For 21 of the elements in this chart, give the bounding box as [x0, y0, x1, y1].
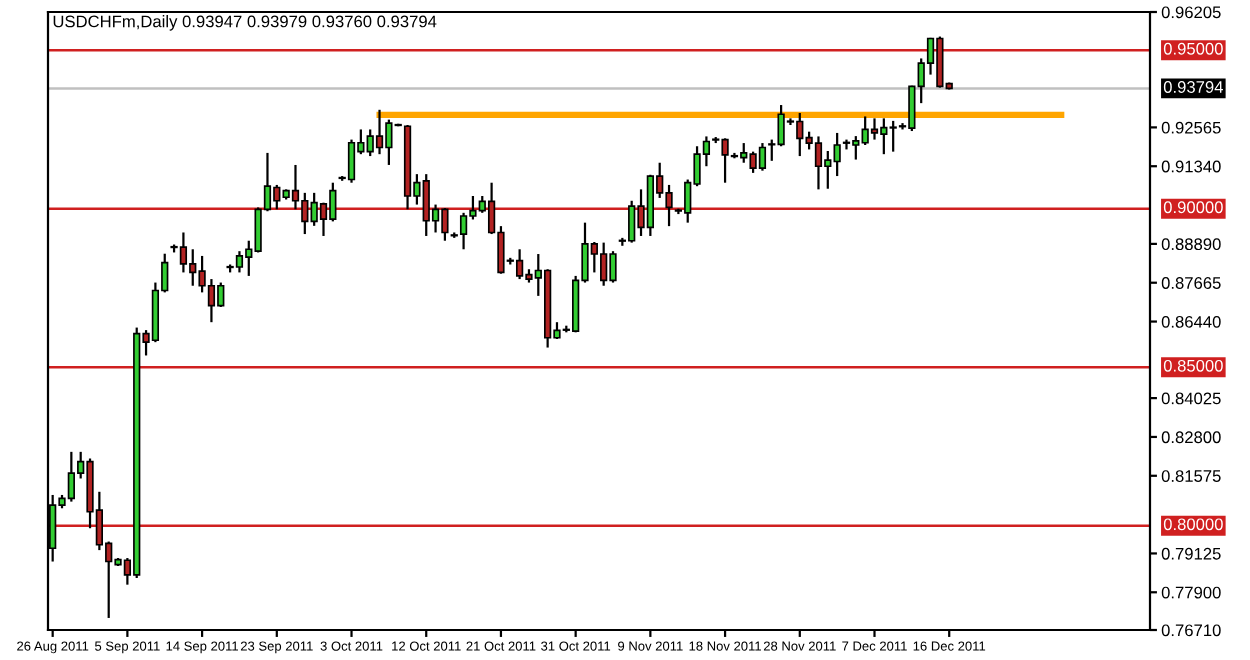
- candlestick: [870, 117, 879, 141]
- ref-line-label: 0.93794: [1163, 81, 1223, 93]
- chart-title: USDCHFm,Daily 0.93947 0.93979 0.93760 0.93794: [53, 15, 437, 31]
- y-tick-label: 0.81575: [1161, 470, 1221, 482]
- y-tick-label: 0.92565: [1161, 121, 1221, 134]
- y-tick-label: 0.91340: [1161, 160, 1221, 173]
- y-tick-label: 0.86440: [1161, 315, 1221, 328]
- y-tick-label: 0.79125: [1161, 547, 1221, 560]
- candlestick: [842, 138, 851, 151]
- ref-line-label: 0.80000: [1163, 518, 1223, 531]
- y-tick-label: 0.84025: [1161, 392, 1221, 405]
- y-tick-label: 0.77900: [1161, 586, 1221, 599]
- y-tick-label: 0.82800: [1161, 431, 1221, 444]
- candlestick: [347, 138, 356, 184]
- ref-line-label: 0.90000: [1163, 201, 1223, 214]
- y-tick-label: 0.76710: [1161, 624, 1221, 637]
- y-tick-label: 0.88890: [1161, 238, 1221, 251]
- y-tick-label: 0.96205: [1161, 6, 1221, 19]
- ref-line-label: 0.95000: [1163, 42, 1223, 55]
- ref-line-label: 0.85000: [1163, 359, 1223, 372]
- y-tick-label: 0.87665: [1161, 277, 1221, 289]
